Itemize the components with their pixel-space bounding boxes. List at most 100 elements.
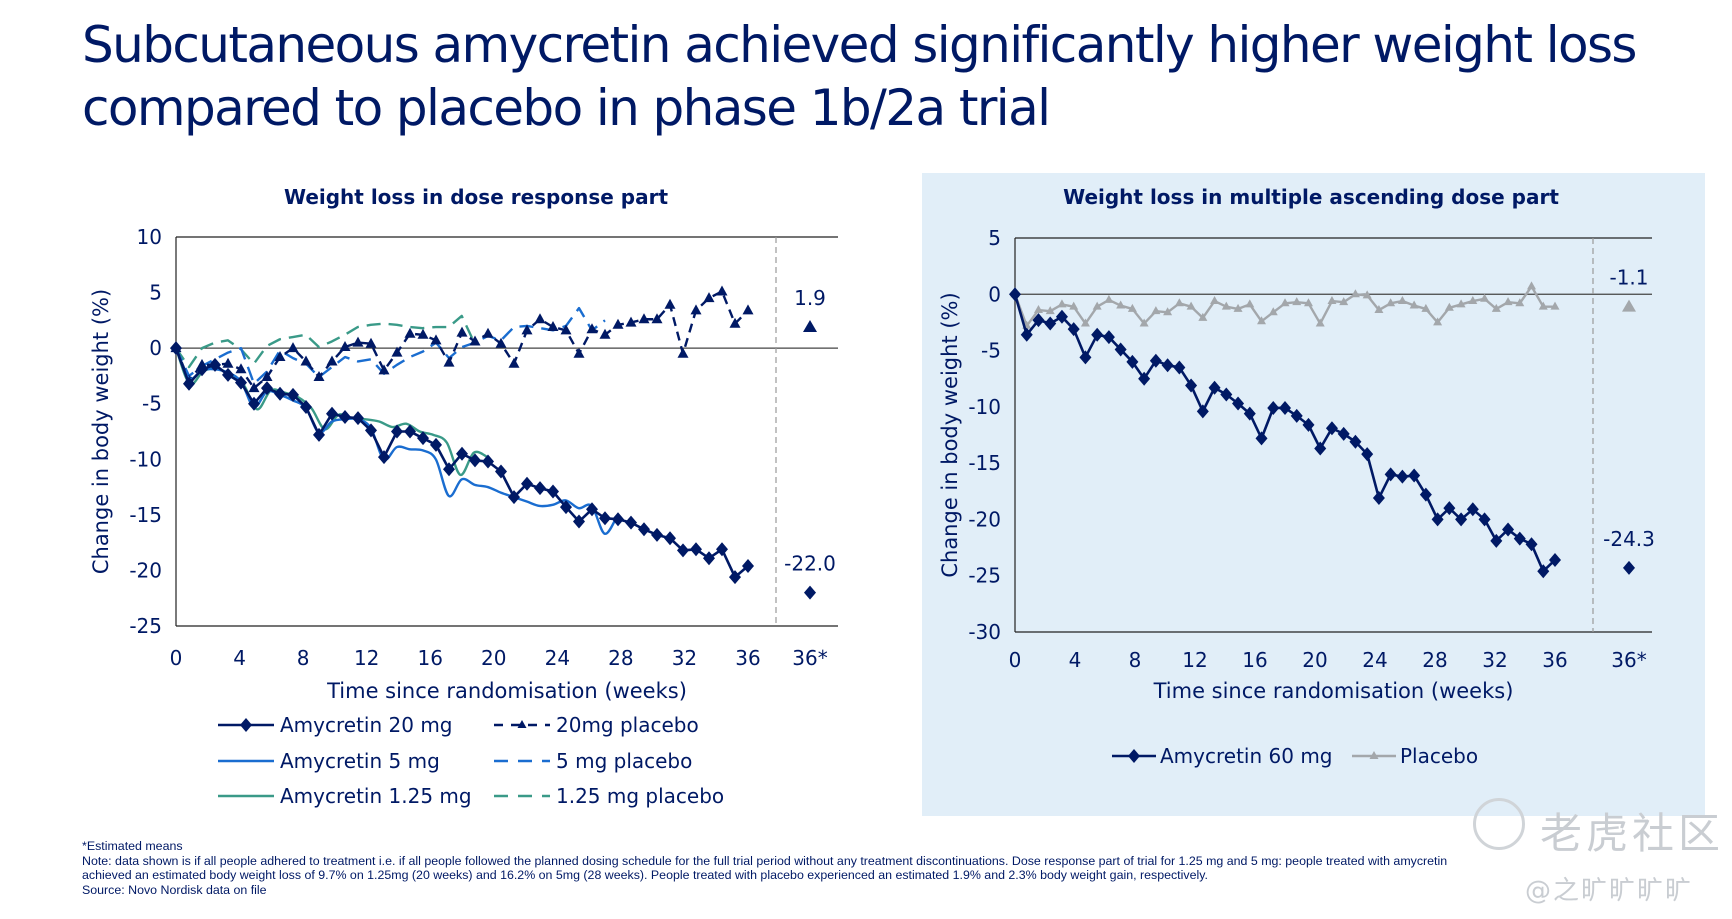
data-point-triangle xyxy=(235,363,247,374)
data-point-triangle xyxy=(365,337,377,348)
data-point-diamond xyxy=(625,515,637,530)
data-point-triangle xyxy=(1433,317,1443,326)
legend-item-amycretin-60-mg: Amycretin 60 mg xyxy=(1112,744,1333,768)
data-point-triangle xyxy=(1104,294,1114,303)
data-point-diamond xyxy=(456,446,468,461)
data-point-triangle xyxy=(1127,303,1137,312)
y-tick-label: -20 xyxy=(968,507,1001,531)
estimate-marker-diamond xyxy=(804,585,816,600)
y-axis-label: Change in body weight (%) xyxy=(938,292,962,577)
data-point-diamond xyxy=(651,527,663,542)
x-tick-label: 32 xyxy=(672,646,697,670)
y-tick-label: -15 xyxy=(129,503,162,527)
estimate-value-label: -22.0 xyxy=(784,552,836,576)
data-point-triangle xyxy=(534,313,546,324)
legend-item-5-mg-placebo: 5 mg placebo xyxy=(494,749,692,773)
data-point-diamond xyxy=(1419,487,1432,502)
legend-triangle-icon xyxy=(1369,751,1379,759)
footnote-note-1: Note: data shown is if all people adhere… xyxy=(82,853,1448,868)
data-point-triangle xyxy=(560,324,572,335)
data-point-diamond xyxy=(1396,469,1409,484)
data-point-diamond xyxy=(1114,342,1127,357)
x-tick-label: 36 xyxy=(1542,648,1567,672)
data-point-triangle xyxy=(1503,297,1513,306)
data-point-diamond xyxy=(1149,353,1162,368)
data-point-diamond xyxy=(534,481,546,496)
data-point-triangle xyxy=(508,357,520,368)
x-tick-label: 24 xyxy=(1362,648,1387,672)
x-tick-label: 36* xyxy=(792,646,827,670)
data-point-diamond xyxy=(1091,327,1104,342)
data-point-triangle xyxy=(1233,303,1243,312)
data-point-diamond xyxy=(1279,400,1291,415)
data-point-diamond xyxy=(183,376,195,391)
data-point-triangle xyxy=(586,323,598,334)
data-point-triangle xyxy=(547,321,559,332)
x-tick-label: 4 xyxy=(1069,648,1082,672)
data-point-diamond xyxy=(1232,396,1245,411)
data-point-diamond xyxy=(1408,468,1421,483)
watermark-handle: @之旷旷旷旷 xyxy=(1525,876,1694,906)
data-point-triangle xyxy=(573,347,585,358)
x-tick-label: 24 xyxy=(545,646,570,670)
data-point-diamond xyxy=(716,542,728,557)
data-point-triangle xyxy=(222,357,234,368)
data-point-diamond xyxy=(560,500,572,515)
data-point-diamond xyxy=(1290,408,1303,423)
x-tick-label: 8 xyxy=(1129,648,1142,672)
estimate-value-label: -24.3 xyxy=(1603,527,1655,551)
y-tick-label: -30 xyxy=(968,620,1001,644)
data-point-triangle xyxy=(404,327,416,338)
data-point-triangle xyxy=(1292,297,1302,306)
data-point-triangle xyxy=(1151,306,1161,315)
y-tick-label: -10 xyxy=(968,395,1001,419)
data-point-triangle xyxy=(1444,302,1454,311)
data-point-diamond xyxy=(1525,537,1538,552)
data-point-diamond xyxy=(196,362,208,377)
y-tick-label: -20 xyxy=(129,558,162,582)
estimate-value-label: 1.9 xyxy=(794,286,826,310)
data-point-triangle xyxy=(742,304,754,315)
data-point-diamond xyxy=(1267,400,1280,415)
legend-item-amycretin-1-25-mg: Amycretin 1.25 mg xyxy=(218,784,472,808)
legend-item-1-25-mg-placebo: 1.25 mg placebo xyxy=(494,784,724,808)
x-tick-label: 32 xyxy=(1482,648,1507,672)
footnote-estimated: *Estimated means xyxy=(82,839,183,853)
y-tick-label: 0 xyxy=(149,336,162,360)
x-tick-label: 36 xyxy=(735,646,760,670)
legend-item-amycretin-20-mg: Amycretin 20 mg xyxy=(218,713,453,737)
y-tick-label: -25 xyxy=(968,564,1001,588)
data-point-diamond xyxy=(664,531,676,546)
data-point-triangle xyxy=(1491,303,1501,312)
data-point-triangle xyxy=(1210,296,1220,305)
data-point-diamond xyxy=(1044,316,1057,331)
y-tick-label: -5 xyxy=(981,339,1001,363)
y-tick-label: 5 xyxy=(149,281,162,305)
data-point-diamond xyxy=(1255,431,1268,446)
legend-label: Amycretin 5 mg xyxy=(280,749,440,773)
data-point-diamond xyxy=(1384,467,1397,482)
data-point-triangle xyxy=(1350,289,1360,298)
data-point-diamond xyxy=(1325,421,1338,436)
data-point-triangle xyxy=(287,342,299,353)
data-point-diamond xyxy=(742,558,754,573)
data-point-diamond xyxy=(729,570,741,585)
data-point-triangle xyxy=(1198,312,1208,321)
data-point-triangle xyxy=(1527,281,1537,290)
series-line-20mg-placebo xyxy=(174,290,749,390)
data-point-triangle xyxy=(1268,307,1278,316)
data-point-diamond xyxy=(677,543,689,558)
data-point-triangle xyxy=(677,347,689,358)
data-point-diamond xyxy=(326,406,338,421)
legend-label: Amycretin 20 mg xyxy=(280,713,453,737)
data-point-diamond xyxy=(1431,512,1444,527)
data-point-triangle xyxy=(1538,301,1548,310)
data-point-triangle xyxy=(313,371,325,382)
data-point-diamond xyxy=(482,454,494,469)
data-point-triangle xyxy=(729,317,741,328)
data-point-diamond xyxy=(352,411,364,426)
data-point-triangle xyxy=(1550,301,1560,310)
data-point-diamond xyxy=(1032,313,1045,328)
data-point-diamond xyxy=(1067,322,1080,337)
data-point-triangle xyxy=(326,355,338,366)
